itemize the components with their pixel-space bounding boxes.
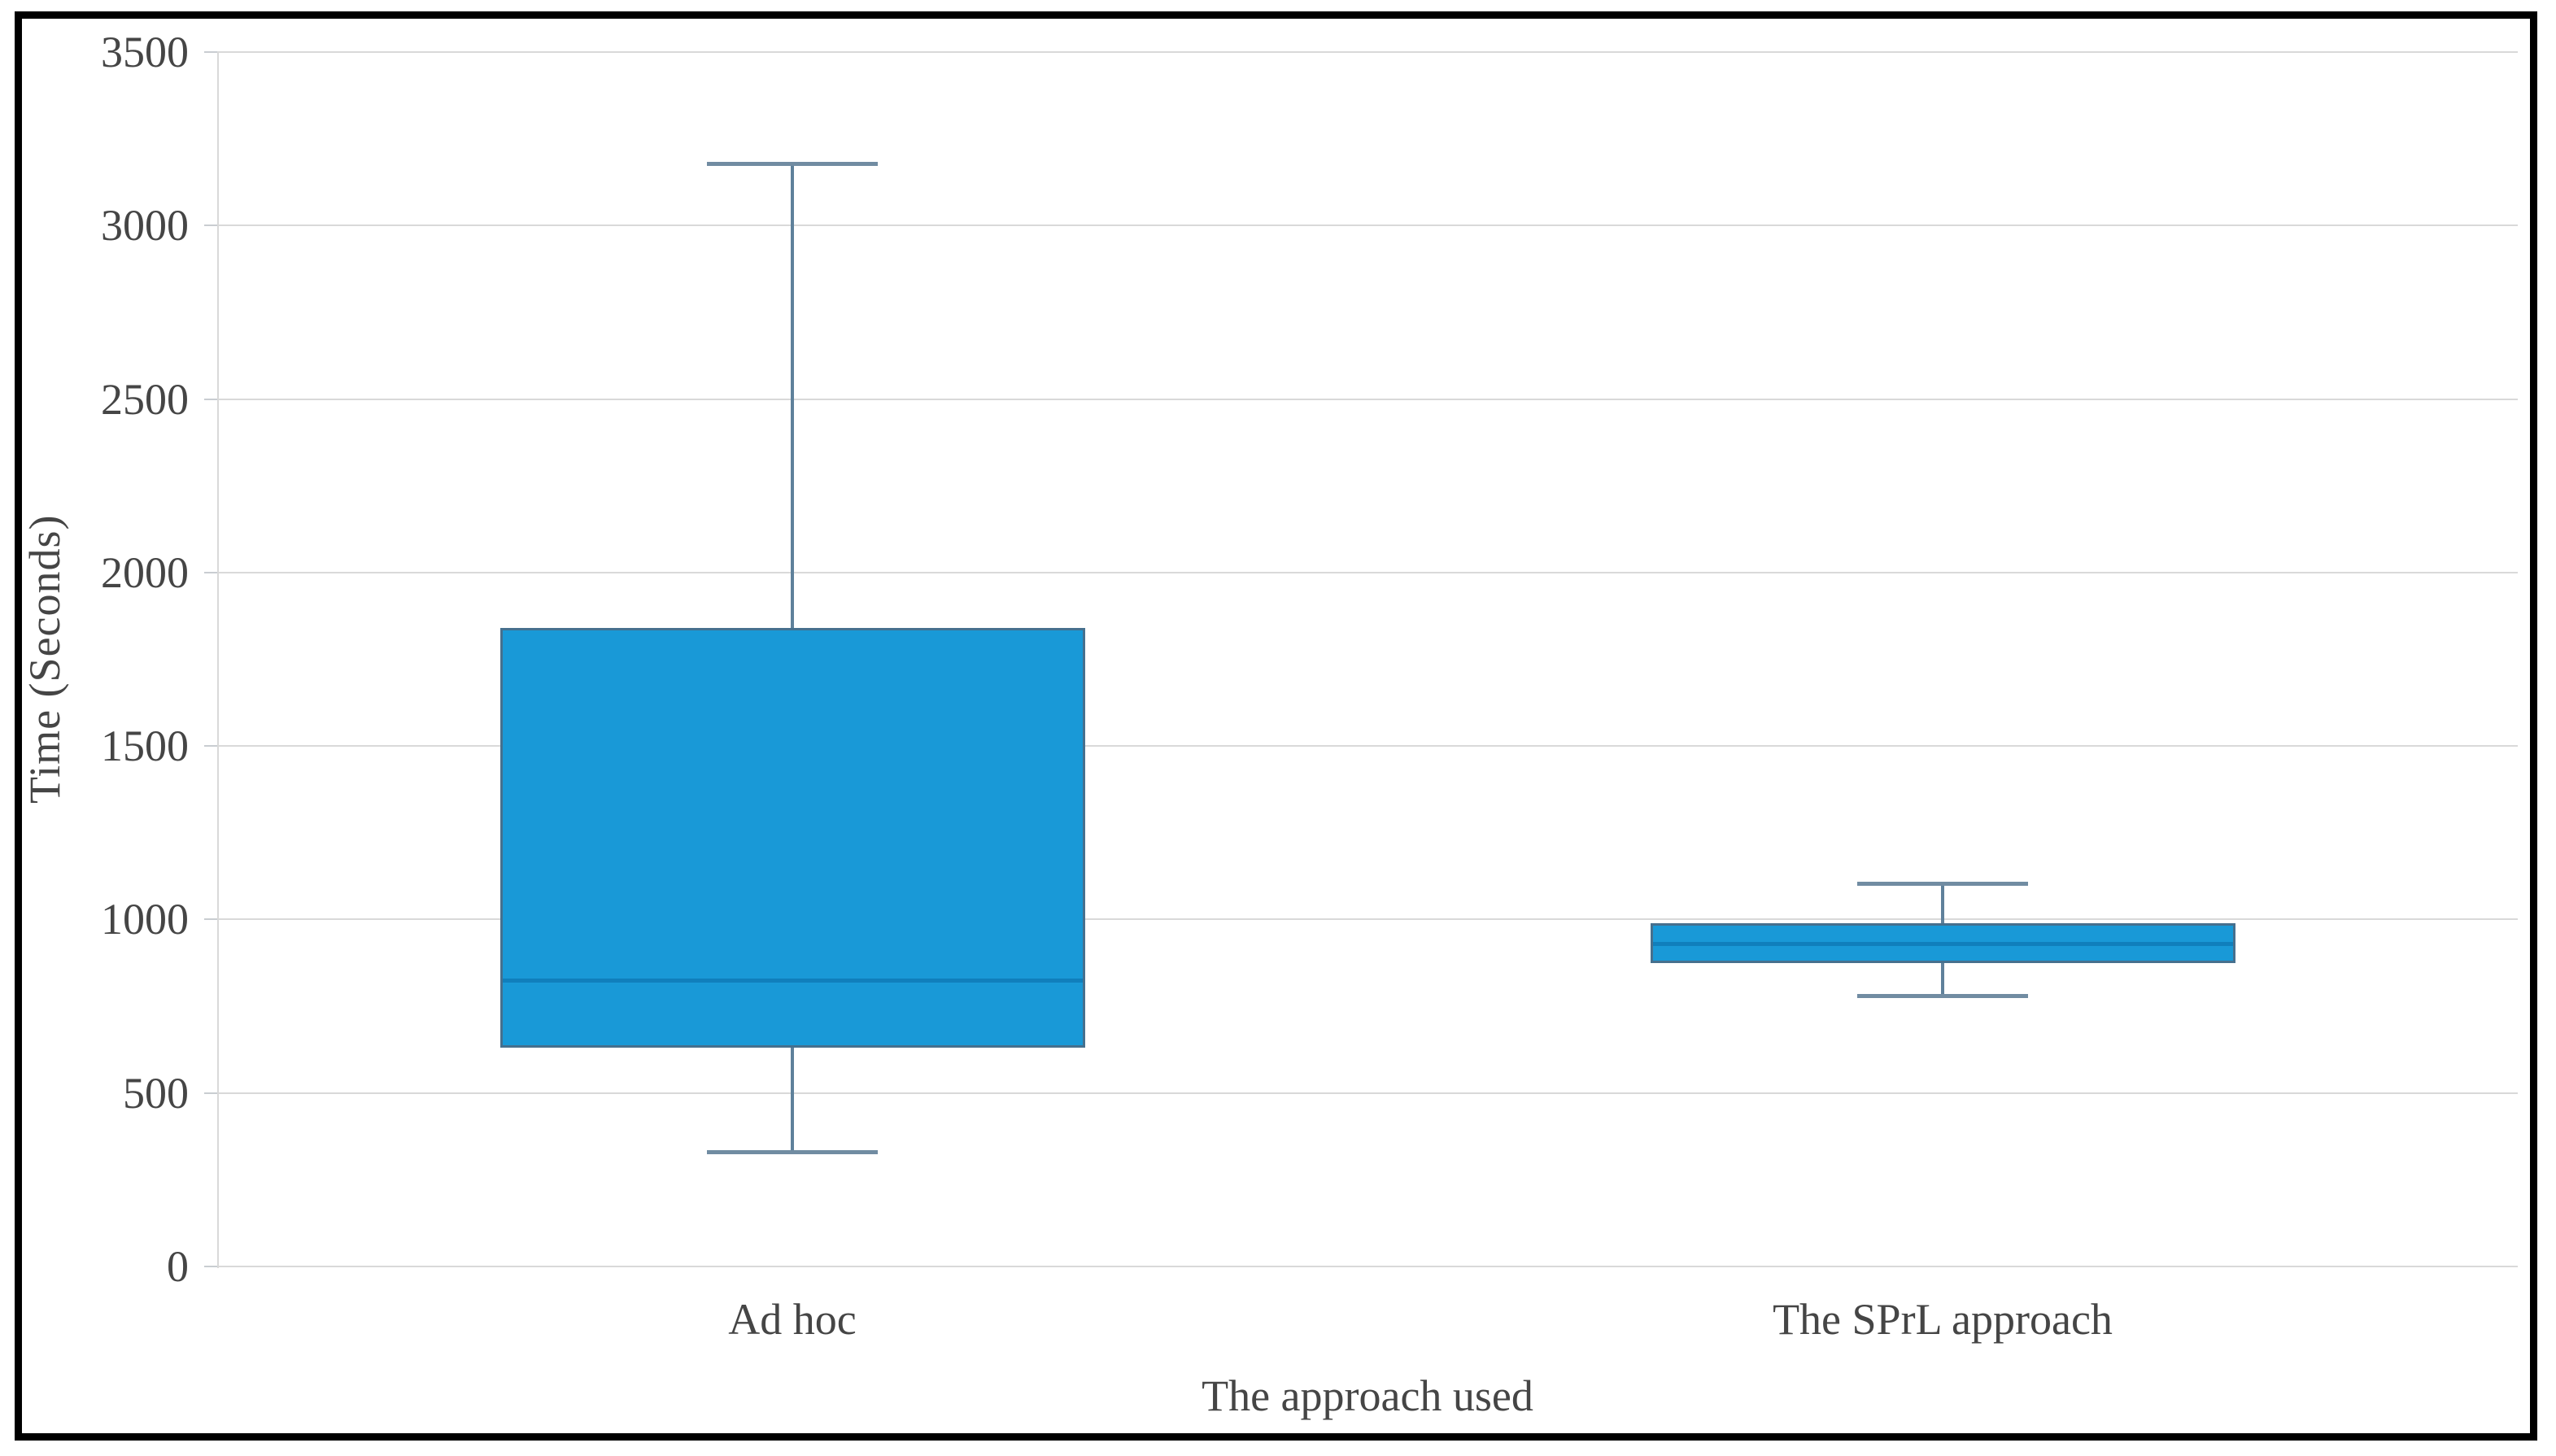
y-tick-label-1000: 1000 bbox=[101, 895, 189, 944]
y-tick-3000 bbox=[204, 225, 217, 227]
whisker-lower-stem-the-sprl-approach bbox=[1941, 962, 1944, 996]
gridline-3000 bbox=[217, 225, 2518, 227]
whisker-lower-stem-ad-hoc bbox=[791, 1048, 794, 1153]
x-category-label-the-sprl-approach: The SPrL approach bbox=[1773, 1295, 2113, 1344]
gridline-1500 bbox=[217, 745, 2518, 748]
median-the-sprl-approach bbox=[1652, 942, 2233, 947]
y-tick-2000 bbox=[204, 571, 217, 573]
y-tick-2500 bbox=[204, 398, 217, 400]
whisker-lower-cap-the-sprl-approach bbox=[1857, 994, 2028, 999]
gridline-0 bbox=[217, 1266, 2518, 1267]
y-tick-1500 bbox=[204, 745, 217, 748]
x-axis-title: The approach used bbox=[1202, 1371, 1533, 1420]
median-ad-hoc bbox=[502, 979, 1083, 983]
gridline-1000 bbox=[217, 918, 2518, 921]
y-tick-label-2000: 2000 bbox=[101, 547, 189, 597]
y-tick-3500 bbox=[204, 51, 217, 53]
x-category-label-ad-hoc: Ad hoc bbox=[728, 1295, 857, 1344]
whisker-upper-stem-the-sprl-approach bbox=[1941, 883, 1944, 923]
gridline-3500 bbox=[217, 51, 2518, 53]
y-tick-label-3000: 3000 bbox=[101, 201, 189, 251]
y-tick-500 bbox=[204, 1092, 217, 1094]
gridline-2500 bbox=[217, 398, 2518, 400]
y-tick-1000 bbox=[204, 918, 217, 921]
y-tick-label-500: 500 bbox=[123, 1068, 189, 1118]
plot-area bbox=[217, 51, 2518, 1268]
y-axis-line bbox=[217, 52, 219, 1268]
y-tick-label-1500: 1500 bbox=[101, 721, 189, 771]
chart-frame bbox=[15, 11, 2537, 1441]
whisker-upper-stem-ad-hoc bbox=[791, 163, 794, 629]
whisker-upper-cap-ad-hoc bbox=[707, 161, 878, 166]
box-ad-hoc bbox=[499, 628, 1085, 1048]
whisker-lower-cap-ad-hoc bbox=[707, 1150, 878, 1155]
y-tick-label-0: 0 bbox=[167, 1242, 189, 1291]
whisker-upper-cap-the-sprl-approach bbox=[1857, 881, 2028, 886]
gridline-500 bbox=[217, 1092, 2518, 1094]
y-tick-0 bbox=[204, 1266, 217, 1267]
y-tick-label-2500: 2500 bbox=[101, 374, 189, 424]
y-tick-label-3500: 3500 bbox=[101, 28, 189, 76]
gridline-2000 bbox=[217, 571, 2518, 573]
